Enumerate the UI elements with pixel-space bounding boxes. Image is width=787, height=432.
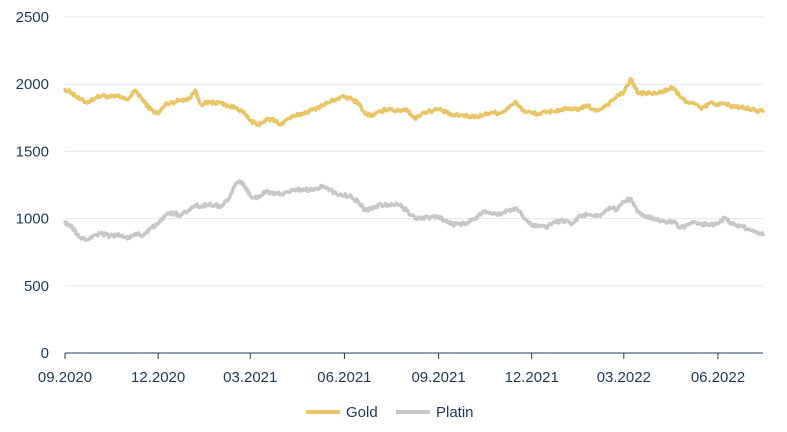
- y-tick-label: 2500: [16, 9, 49, 26]
- series-line-gold: [63, 77, 765, 128]
- x-tick-label: 12.2021: [505, 369, 559, 386]
- y-tick-label: 0: [41, 345, 49, 362]
- series-lines: [63, 77, 765, 242]
- x-axis-ticks: 09.2020 12.2020 03.2021 06.2021 09.2021 12.20…: [38, 353, 745, 386]
- x-tick-label: 12.2020: [131, 369, 185, 386]
- y-tick-label: 1000: [16, 211, 49, 228]
- x-tick-label: 09.2020: [38, 369, 92, 386]
- x-tick-label: 09.2021: [411, 369, 465, 386]
- y-tick-label: 2000: [16, 76, 49, 93]
- legend-label-platin: Platin: [436, 404, 474, 421]
- y-tick-label: 500: [24, 278, 49, 295]
- y-tick-label: 1500: [16, 143, 49, 160]
- legend: Gold Platin: [306, 404, 474, 421]
- x-tick-label: 03.2021: [223, 369, 277, 386]
- gridlines: [65, 16, 763, 287]
- legend-label-gold: Gold: [346, 404, 378, 421]
- x-tick-label: 06.2021: [317, 369, 371, 386]
- y-axis-tick-labels: 0 500 1000 1500 2000 2500: [16, 9, 49, 362]
- x-tick-label: 03.2022: [597, 369, 651, 386]
- x-tick-label: 06.2022: [691, 369, 745, 386]
- series-line-platin: [63, 179, 765, 242]
